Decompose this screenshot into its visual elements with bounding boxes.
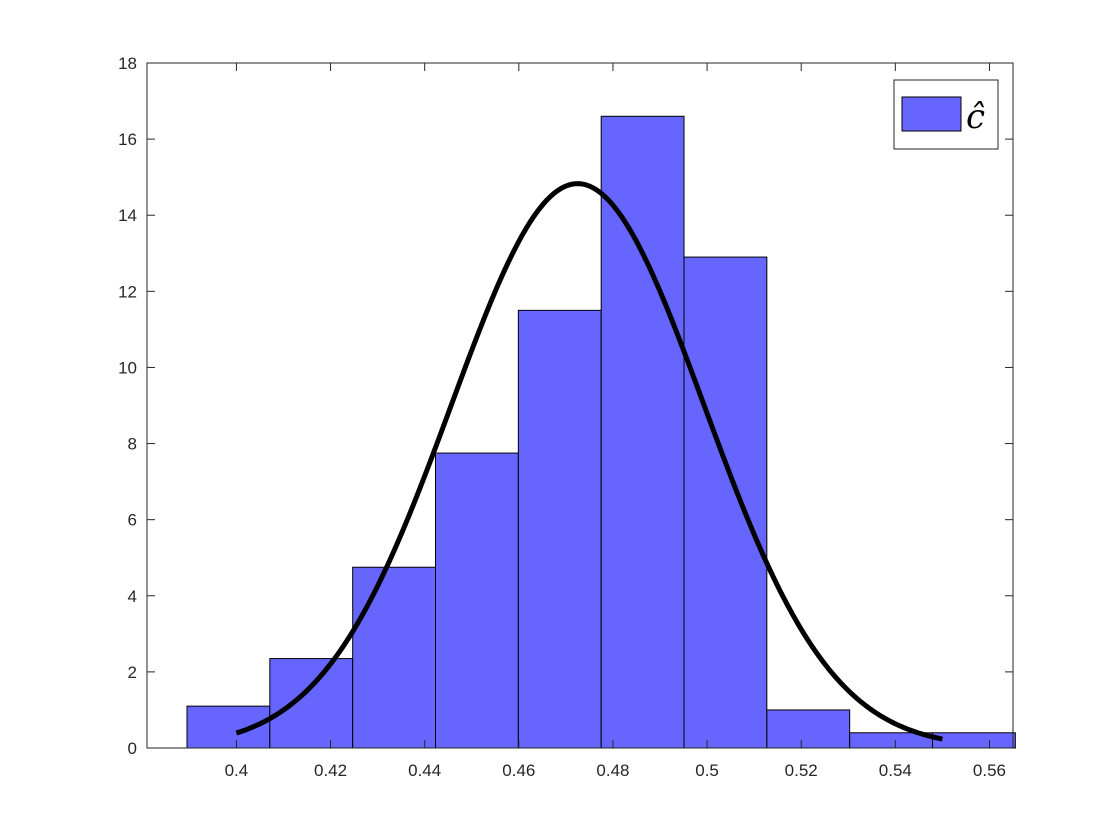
- y-tick-label: 0: [128, 739, 137, 758]
- fit-curve-line: [235, 181, 943, 742]
- x-tick-label: 0.4: [225, 761, 249, 780]
- bars-group: [186, 115, 1016, 749]
- y-tick-label: 14: [118, 206, 137, 225]
- y-tick-label: 4: [128, 587, 137, 606]
- y-tick-label: 6: [128, 511, 137, 530]
- y-tick-label: 10: [118, 358, 137, 377]
- axes-box: [146, 62, 1014, 749]
- x-tick-label: 0.46: [502, 761, 535, 780]
- x-tick-label: 0.42: [314, 761, 347, 780]
- histogram-bar: [932, 732, 1016, 749]
- histogram-bar: [600, 115, 685, 749]
- legend-swatch: [901, 96, 962, 132]
- histogram-bar: [766, 709, 851, 749]
- histogram-bar: [517, 309, 602, 749]
- x-tick-label: 0.44: [408, 761, 441, 780]
- x-axis: 0.4 0.42 0.44 0.46 0.48 0.5 0.52 0.54 0.56: [225, 63, 1006, 780]
- y-tick-label: 18: [118, 54, 137, 73]
- y-axis: 0 2 4 6 8 10 12 14 16 18: [118, 54, 1013, 758]
- histogram-bar: [352, 566, 437, 749]
- x-tick-label: 0.5: [695, 761, 719, 780]
- legend-label: ĉ: [966, 97, 985, 137]
- x-tick-label: 0.52: [785, 761, 818, 780]
- histogram-bar: [435, 452, 519, 749]
- histogram-bar: [683, 256, 768, 749]
- legend: ĉ: [893, 79, 999, 150]
- y-tick-label: 16: [118, 130, 137, 149]
- y-tick-label: 2: [128, 663, 137, 682]
- x-tick-label: 0.56: [973, 761, 1006, 780]
- x-tick-label: 0.54: [879, 761, 912, 780]
- histogram-bar: [269, 658, 354, 749]
- y-tick-label: 8: [128, 435, 137, 454]
- y-tick-label: 12: [118, 282, 137, 301]
- x-tick-label: 0.48: [596, 761, 629, 780]
